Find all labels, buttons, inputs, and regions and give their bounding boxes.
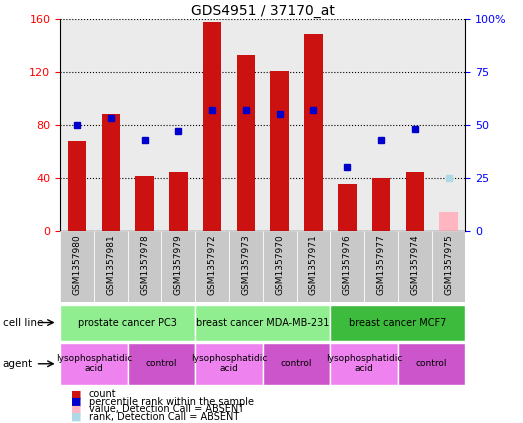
Bar: [169, 173, 188, 231]
Bar: [68, 141, 86, 231]
Text: GSM1357971: GSM1357971: [309, 234, 318, 295]
Bar: [398, 19, 431, 231]
Text: cell line: cell line: [3, 318, 43, 327]
Text: GSM1357977: GSM1357977: [377, 234, 385, 295]
FancyBboxPatch shape: [60, 343, 128, 385]
Bar: [439, 212, 458, 231]
Bar: [128, 19, 162, 231]
Bar: [229, 19, 263, 231]
Bar: [94, 19, 128, 231]
Bar: [263, 19, 297, 231]
Text: ■: ■: [71, 412, 81, 422]
FancyBboxPatch shape: [398, 343, 465, 385]
Bar: [431, 19, 465, 231]
Text: value, Detection Call = ABSENT: value, Detection Call = ABSENT: [89, 404, 244, 415]
Text: count: count: [89, 389, 117, 399]
FancyBboxPatch shape: [398, 231, 431, 302]
FancyBboxPatch shape: [263, 343, 331, 385]
FancyBboxPatch shape: [94, 231, 128, 302]
FancyBboxPatch shape: [331, 305, 465, 341]
FancyBboxPatch shape: [364, 231, 398, 302]
Bar: [270, 71, 289, 231]
Bar: [195, 19, 229, 231]
Text: GSM1357980: GSM1357980: [73, 234, 82, 295]
Text: percentile rank within the sample: percentile rank within the sample: [89, 397, 254, 407]
Bar: [364, 19, 398, 231]
Text: control: control: [416, 359, 448, 368]
Text: GSM1357975: GSM1357975: [444, 234, 453, 295]
FancyBboxPatch shape: [60, 305, 195, 341]
Text: control: control: [281, 359, 312, 368]
Text: ■: ■: [71, 389, 81, 399]
Text: rank, Detection Call = ABSENT: rank, Detection Call = ABSENT: [89, 412, 239, 422]
Text: GSM1357981: GSM1357981: [106, 234, 115, 295]
FancyBboxPatch shape: [60, 231, 94, 302]
Text: lysophosphatidic
acid: lysophosphatidic acid: [326, 354, 402, 374]
FancyBboxPatch shape: [162, 231, 195, 302]
FancyBboxPatch shape: [195, 305, 331, 341]
Text: lysophosphatidic
acid: lysophosphatidic acid: [191, 354, 267, 374]
FancyBboxPatch shape: [195, 231, 229, 302]
FancyBboxPatch shape: [297, 231, 331, 302]
Text: GSM1357974: GSM1357974: [411, 234, 419, 295]
Text: agent: agent: [3, 359, 33, 369]
FancyBboxPatch shape: [195, 343, 263, 385]
Bar: [297, 19, 331, 231]
Bar: [372, 178, 390, 231]
Text: breast cancer MCF7: breast cancer MCF7: [349, 318, 447, 327]
FancyBboxPatch shape: [431, 231, 465, 302]
Bar: [331, 19, 364, 231]
Text: breast cancer MDA-MB-231: breast cancer MDA-MB-231: [196, 318, 329, 327]
Text: control: control: [146, 359, 177, 368]
FancyBboxPatch shape: [128, 231, 162, 302]
Bar: [203, 22, 221, 231]
Bar: [236, 55, 255, 231]
Bar: [338, 184, 357, 231]
Text: ■: ■: [71, 404, 81, 415]
FancyBboxPatch shape: [229, 231, 263, 302]
FancyBboxPatch shape: [331, 231, 364, 302]
Bar: [162, 19, 195, 231]
Bar: [135, 176, 154, 231]
FancyBboxPatch shape: [331, 343, 398, 385]
FancyBboxPatch shape: [128, 343, 195, 385]
Text: GSM1357972: GSM1357972: [208, 234, 217, 295]
Text: GSM1357976: GSM1357976: [343, 234, 352, 295]
Text: ■: ■: [71, 397, 81, 407]
Text: prostate cancer PC3: prostate cancer PC3: [78, 318, 177, 327]
Bar: [304, 33, 323, 231]
Bar: [60, 19, 94, 231]
Text: GSM1357973: GSM1357973: [242, 234, 251, 295]
Text: GSM1357978: GSM1357978: [140, 234, 149, 295]
Title: GDS4951 / 37170_at: GDS4951 / 37170_at: [191, 4, 335, 18]
Text: GSM1357970: GSM1357970: [275, 234, 284, 295]
Text: lysophosphatidic
acid: lysophosphatidic acid: [56, 354, 132, 374]
Bar: [101, 114, 120, 231]
Bar: [405, 173, 424, 231]
Text: GSM1357979: GSM1357979: [174, 234, 183, 295]
FancyBboxPatch shape: [263, 231, 297, 302]
